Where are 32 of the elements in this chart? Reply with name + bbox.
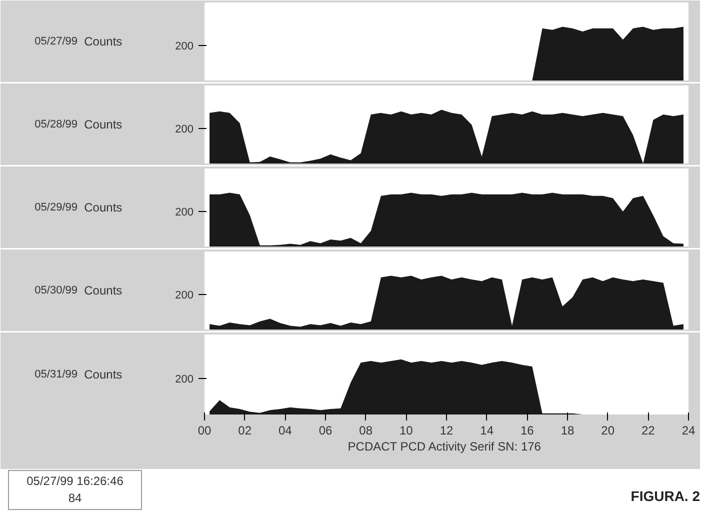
text: 200 [175,374,194,386]
x-axis-title: PCDACT PCD Activity Serif SN: 176 [348,440,542,454]
text: 200 [175,123,194,136]
y-axis-title: Counts [84,34,122,48]
x-tick-label: 06 [318,424,332,438]
text: 05/29/99 [34,202,78,214]
text: 05/31/99 [34,368,78,380]
x-tick-label: 12 [440,424,454,438]
text: 200 [175,40,194,52]
y-axis-title: Counts [84,368,122,382]
x-tick-label: 00 [198,424,212,438]
text: 200 [175,289,194,302]
text: FIGURA. 2 [630,487,700,506]
x-tick-label: 16 [520,424,534,438]
text: 84 [68,491,82,506]
y-axis-title: Counts [84,200,122,214]
text: 05/28/99 [34,118,78,130]
text: 05/30/99 [34,284,78,296]
y-axis-title: Counts [84,284,122,298]
x-tick-label: 18 [560,424,574,438]
y-axis-title: Counts [84,118,122,132]
x-tick-label: 22 [641,424,656,438]
x-tick-label: 14 [480,424,494,438]
text: 05/27/99 16:26:46 [26,474,124,488]
x-tick-label: 02 [238,424,252,438]
x-tick-label: 24 [682,424,696,438]
text: 05/27/99 [34,36,78,48]
x-tick-label: 04 [278,424,292,438]
x-tick-label: 10 [399,424,414,438]
x-tick-label: 08 [359,424,373,438]
x-tick-label: 20 [601,424,615,438]
text: 200 [175,206,194,218]
